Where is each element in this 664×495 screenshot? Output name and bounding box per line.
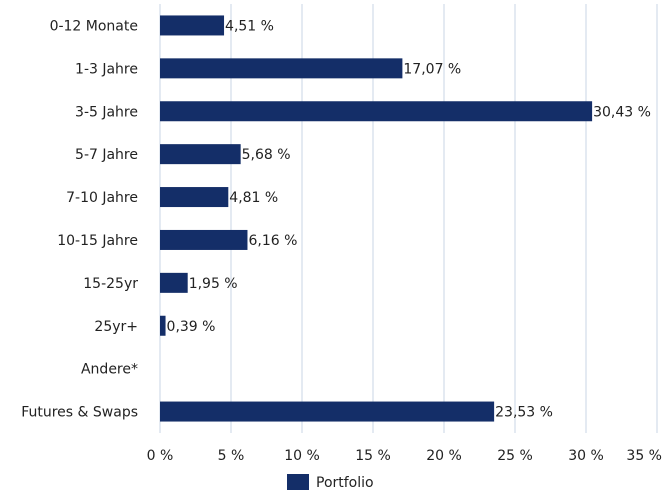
y-tick-label: 5-7 Jahre — [75, 147, 138, 163]
y-tick-label: Andere* — [81, 362, 138, 378]
bar — [160, 272, 188, 293]
x-tick-label: 0 % — [147, 448, 174, 464]
y-tick-label: 10-15 Jahre — [57, 233, 138, 249]
bar — [160, 401, 495, 422]
y-tick-label: 25yr+ — [94, 319, 138, 335]
value-label: 1,95 % — [189, 276, 238, 292]
y-tick-label: 15-25yr — [83, 276, 138, 292]
bar — [160, 101, 593, 122]
bar — [160, 187, 229, 208]
x-tick-label: 10 % — [284, 448, 320, 464]
x-tick-label: 30 % — [568, 448, 604, 464]
y-tick-label: 3-5 Jahre — [75, 104, 138, 120]
bar — [160, 58, 403, 79]
value-label: 23,53 % — [495, 405, 553, 421]
x-tick-label: 15 % — [355, 448, 391, 464]
value-label: 30,43 % — [593, 104, 651, 120]
y-tick-label: Futures & Swaps — [21, 405, 138, 421]
value-label: 17,07 % — [403, 61, 461, 77]
y-tick-label: 1-3 Jahre — [75, 61, 138, 77]
legend-label: Portfolio — [316, 475, 374, 491]
x-tick-label: 25 % — [497, 448, 533, 464]
y-tick-label: 7-10 Jahre — [66, 190, 138, 206]
bar — [160, 229, 248, 250]
legend-swatch — [287, 474, 309, 490]
value-label: 6,16 % — [248, 233, 297, 249]
x-tick-label: 35 % — [626, 448, 662, 464]
bar — [160, 15, 225, 36]
bar — [160, 315, 166, 336]
y-tick-label: 0-12 Monate — [50, 18, 138, 34]
x-tick-label: 20 % — [426, 448, 462, 464]
value-label: 4,81 % — [229, 190, 278, 206]
bar — [160, 144, 241, 165]
value-label: 4,51 % — [225, 18, 274, 34]
value-label: 0,39 % — [167, 319, 216, 335]
x-tick-label: 5 % — [218, 448, 245, 464]
value-label: 5,68 % — [242, 147, 291, 163]
